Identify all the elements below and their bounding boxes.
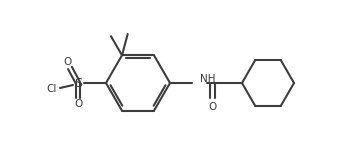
- Text: O: O: [63, 57, 71, 67]
- Text: NH: NH: [200, 74, 216, 84]
- Text: S: S: [74, 77, 82, 89]
- Text: Cl: Cl: [47, 84, 57, 94]
- Text: O: O: [208, 102, 216, 112]
- Text: O: O: [74, 99, 82, 109]
